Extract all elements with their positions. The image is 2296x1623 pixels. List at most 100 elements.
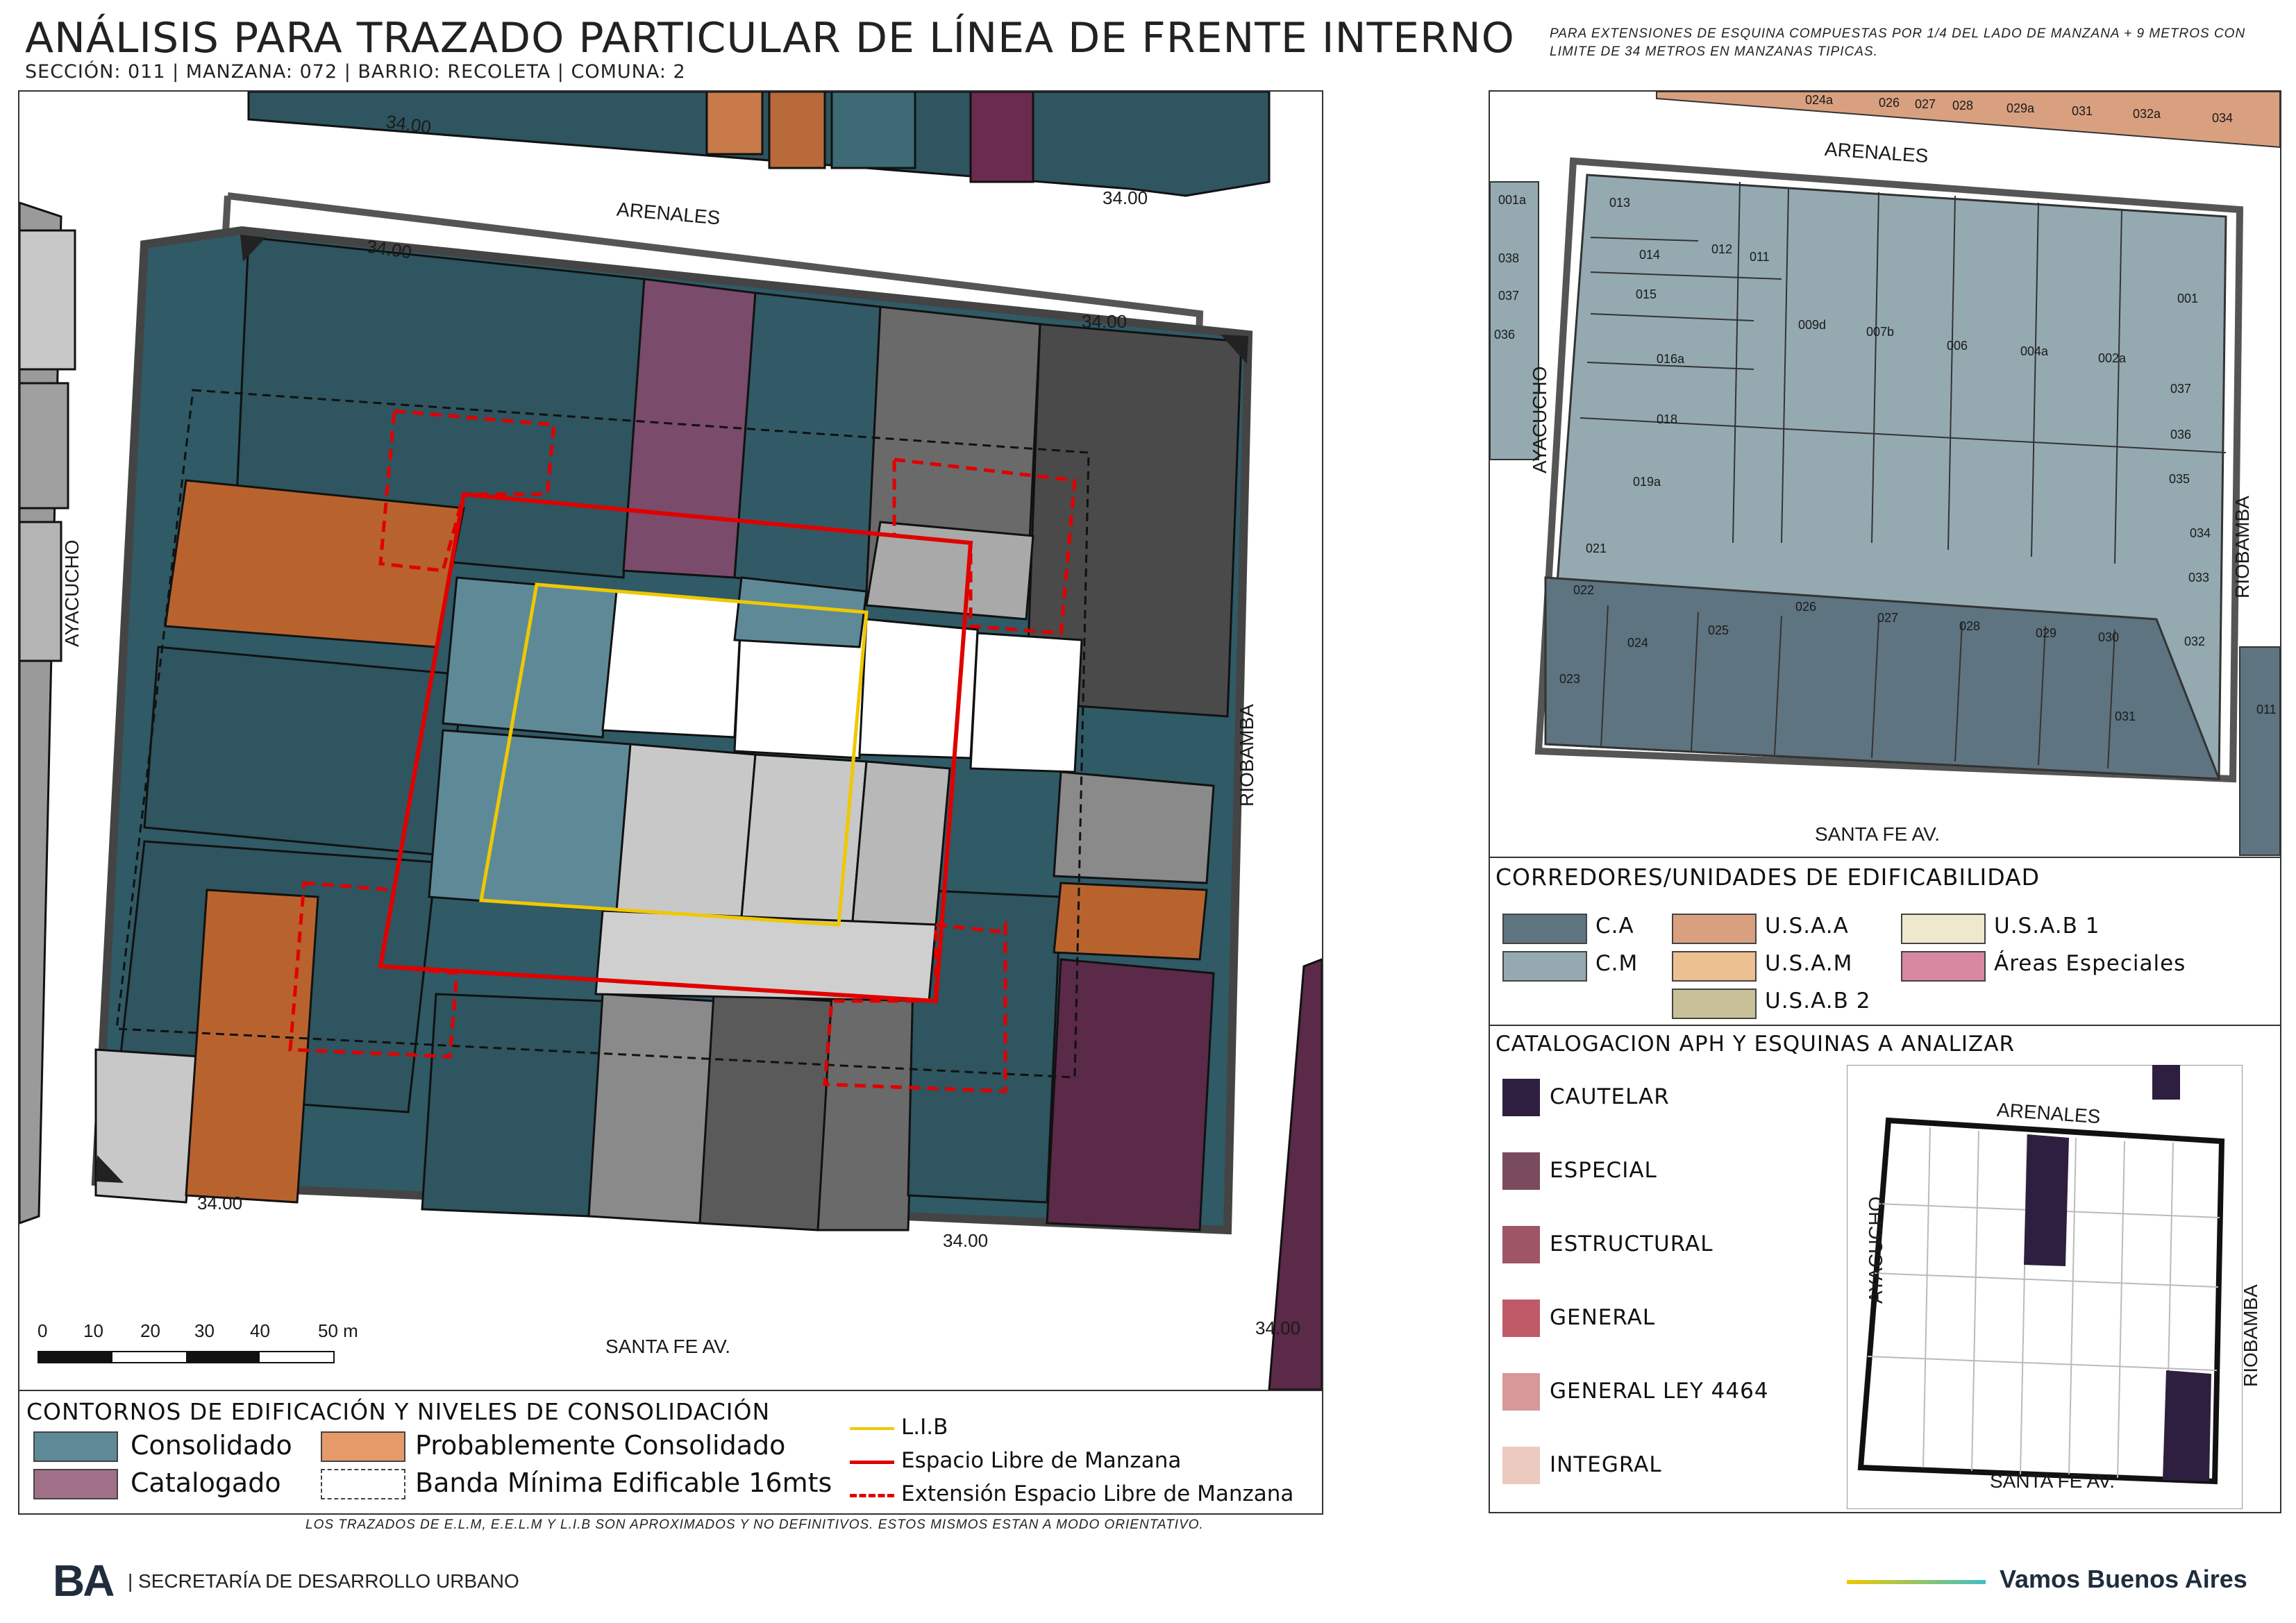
- parcel-label: 001a: [1498, 193, 1527, 207]
- parcel-label: 004a: [2020, 344, 2049, 358]
- parcel-label: 031: [2115, 709, 2136, 723]
- legend-label: ESTRUCTURAL: [1550, 1231, 1713, 1256]
- street-ayacucho: AYACUCHO: [1529, 366, 1550, 473]
- parcel-label: 036: [1494, 328, 1516, 342]
- scale-tick: 30: [194, 1320, 215, 1341]
- parcel-label: 026: [1795, 600, 1817, 614]
- parcel-label: 024a: [1805, 93, 1834, 107]
- disclaimer: LOS TRAZADOS DE E.L.M, E.E.L.M Y L.I.B S…: [305, 1517, 1204, 1532]
- parcel-label: 007b: [1866, 325, 1895, 339]
- legend-label: U.S.A.B 2: [1765, 989, 1871, 1014]
- legend-label: Consolidado: [131, 1430, 292, 1461]
- swatch-integral: [1502, 1447, 1540, 1484]
- street-riobamba: RIOBAMBA: [2231, 496, 2253, 598]
- legend-label: C.A: [1595, 914, 1634, 939]
- parcel-label: 030: [2098, 630, 2120, 644]
- street-santa-fe: SANTA FE AV.: [1990, 1470, 2115, 1492]
- parcel-label: 015: [1636, 287, 1657, 301]
- parcel-label: 006: [1947, 339, 1968, 353]
- parcel-label: 011: [2256, 703, 2277, 716]
- parcel-label: 023: [1559, 672, 1581, 686]
- legend-label: INTEGRAL: [1550, 1452, 1662, 1477]
- parcel-label: 032: [2184, 634, 2206, 648]
- street-riobamba: RIOBAMBA: [1236, 704, 1257, 807]
- legend-label: Áreas Especiales: [1994, 951, 2186, 976]
- street-santa-fe: SANTA FE AV.: [605, 1336, 731, 1357]
- street-santa-fe: SANTA FE AV.: [1815, 823, 1941, 845]
- parcel-label: 013: [1609, 196, 1631, 210]
- scale-bar: 0 10 20 30 40 50 m: [37, 1320, 358, 1363]
- scale-tick: 50 m: [318, 1320, 358, 1341]
- header-note: PARA EXTENSIONES DE ESQUINA COMPUESTAS P…: [1550, 26, 2246, 59]
- swatch-usaa: [1672, 914, 1757, 944]
- parcel-label: 019a: [1633, 475, 1661, 489]
- swatch-estructural: [1502, 1226, 1540, 1263]
- legend-label: ESPECIAL: [1550, 1158, 1657, 1183]
- legend-label: L.I.B: [901, 1415, 948, 1440]
- swatch-ca: [1502, 914, 1587, 944]
- brand-text: | SECRETARÍA DE DESARROLLO URBANO: [128, 1570, 519, 1592]
- parcel-label: 038: [1498, 251, 1520, 265]
- parcel-map: [1490, 92, 2280, 856]
- parcel-label: 014: [1639, 248, 1661, 262]
- parcel-label: 002a: [2098, 351, 2127, 365]
- dimension-label: 34.00: [1255, 1318, 1301, 1338]
- legend-corredores: CORREDORES/UNIDADES DE EDIFICABILIDAD C.…: [1489, 857, 2281, 1027]
- parcel-label: 035: [2169, 472, 2190, 486]
- parcel-label: 037: [1498, 289, 1520, 303]
- parcel-label: 012: [1711, 242, 1733, 256]
- swatch-usab1: [1901, 914, 1986, 944]
- legend-label: U.S.A.A: [1765, 914, 1849, 939]
- scale-tick: 0: [37, 1320, 48, 1341]
- page-subtitle: SECCIÓN: 011 | MANZANA: 072 | BARRIO: RE…: [25, 61, 686, 83]
- street-riobamba: RIOBAMBA: [2240, 1284, 2261, 1387]
- legend-line-eelm: [850, 1494, 894, 1497]
- ba-logo: BA: [53, 1556, 115, 1606]
- parcel-label: 024: [1627, 636, 1649, 650]
- parcel-label: 029: [2036, 626, 2057, 640]
- parcel-label: 025: [1708, 623, 1729, 637]
- page-title: ANÁLISIS PARA TRAZADO PARTICULAR DE LÍNE…: [25, 14, 1515, 62]
- street-ayacucho: AYACUCHO: [1865, 1196, 1886, 1304]
- parcel-label: 034: [2212, 111, 2234, 125]
- parcel-label: 021: [1586, 541, 1607, 555]
- legend-label: GENERAL LEY 4464: [1550, 1379, 1769, 1404]
- scale-tick: 40: [250, 1320, 270, 1341]
- swatch-usab2: [1672, 989, 1757, 1019]
- swatch-especial: [1502, 1152, 1540, 1190]
- street-ayacucho: AYACUCHO: [61, 539, 83, 647]
- parcel-label: 022: [1573, 583, 1595, 597]
- legend-heading: CATALOGACION APH Y ESQUINAS A ANALIZAR: [1495, 1032, 2016, 1057]
- dimension-label: 34.00: [943, 1230, 989, 1251]
- legend-line-lib: [850, 1427, 894, 1430]
- legend-heading: CONTORNOS DE EDIFICACIÓN Y NIVELES DE CO…: [26, 1398, 771, 1425]
- legend-label: Catalogado: [131, 1468, 281, 1498]
- swatch-banda: [321, 1469, 405, 1499]
- parcel-label: 036: [2170, 428, 2192, 442]
- legend-label: Extensión Espacio Libre de Manzana: [901, 1481, 1294, 1506]
- legend-label: U.S.A.B 1: [1994, 914, 2100, 939]
- parcel-map-panel: 024a 026 027 028 029a 031 032a 034 001a …: [1489, 90, 2281, 859]
- legend-catalogacion: CATALOGACION APH Y ESQUINAS A ANALIZAR C…: [1489, 1025, 2281, 1513]
- dimension-label: 34.00: [1103, 187, 1148, 208]
- swatch-consolidado: [33, 1431, 118, 1462]
- parcel-label: 018: [1657, 412, 1678, 426]
- parcel-label: 026: [1879, 96, 1900, 110]
- parcel-label: 009d: [1798, 318, 1827, 332]
- legend-label: CAUTELAR: [1550, 1084, 1670, 1109]
- legend-consolidacion: CONTORNOS DE EDIFICACIÓN Y NIVELES DE CO…: [18, 1390, 1323, 1515]
- swatch-catalogado: [33, 1469, 118, 1499]
- parcel-label: 028: [1959, 619, 1981, 633]
- swatch-general-ley: [1502, 1373, 1540, 1411]
- scale-tick: 10: [83, 1320, 103, 1341]
- slogan: Vamos Buenos Aires: [2000, 1565, 2247, 1593]
- parcel-label: 016a: [1657, 352, 1685, 366]
- swatch-usam: [1672, 951, 1757, 982]
- swatch-cautelar: [1502, 1079, 1540, 1116]
- parcel-label: 001: [2177, 292, 2199, 305]
- parcel-label: 011: [1750, 250, 1770, 264]
- scale-tick: 20: [140, 1320, 160, 1341]
- parcel-label: 031: [2072, 104, 2093, 118]
- swatch-cm: [1502, 951, 1587, 982]
- legend-label: Probablemente Consolidado: [415, 1430, 786, 1461]
